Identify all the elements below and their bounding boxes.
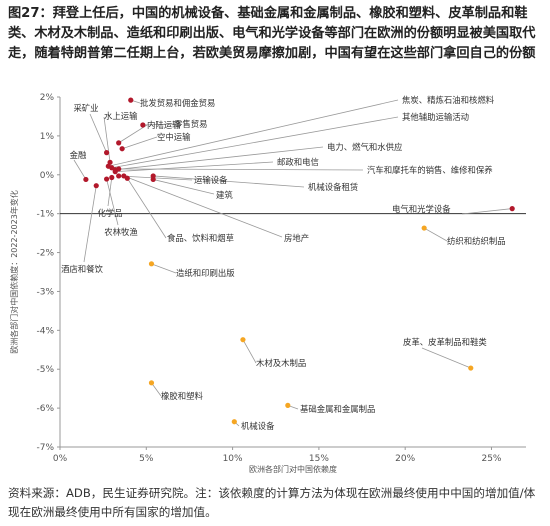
leader-line xyxy=(123,175,283,238)
leader-line xyxy=(153,179,215,195)
leader-line xyxy=(423,227,448,242)
y-tick-label: 2% xyxy=(40,93,55,103)
point-label: 运输设备 xyxy=(194,175,228,185)
leader-line xyxy=(106,178,119,226)
x-tick-label: 0% xyxy=(53,454,68,464)
chart-axes: 2%1%0%-1%-2%-3%-4%-5%-6%-7%0% 5% 10% 15% 20%… xyxy=(9,93,526,474)
leader-line xyxy=(118,168,364,171)
x-axis-title: 欧洲各部门对中国依赖度 xyxy=(249,464,337,474)
label-leader-lines xyxy=(73,99,513,427)
data-point xyxy=(107,159,113,165)
data-point xyxy=(116,140,122,146)
data-point xyxy=(285,402,291,408)
x-tick-label: 15% xyxy=(309,454,329,464)
y-tick-label: -4% xyxy=(36,326,54,336)
y-tick-label: -3% xyxy=(36,287,54,297)
point-label: 电气和光学设备 xyxy=(392,204,451,214)
point-label: 内陆运输 xyxy=(147,120,181,130)
data-point xyxy=(240,337,246,343)
data-point xyxy=(231,419,237,425)
point-label: 邮政和电信 xyxy=(277,157,319,167)
leader-line xyxy=(151,382,162,397)
point-label: 机械设备 xyxy=(241,421,275,431)
leader-line xyxy=(151,263,177,274)
point-label: 化学品 xyxy=(97,208,122,218)
x-tick-label: 10% xyxy=(223,454,243,464)
data-point xyxy=(104,176,110,182)
leader-line xyxy=(103,116,111,163)
data-point xyxy=(468,365,474,371)
leader-line xyxy=(115,161,274,173)
leader-line xyxy=(421,347,471,369)
point-label: 皮革、皮革制品和鞋类 xyxy=(403,337,487,347)
leader-line xyxy=(461,208,513,215)
leader-line xyxy=(118,124,148,144)
point-label: 零售贸易 xyxy=(174,119,208,129)
data-point xyxy=(150,176,156,183)
leader-line xyxy=(153,175,305,188)
data-point xyxy=(509,206,515,212)
data-point xyxy=(119,146,125,152)
chart-title: 图27：拜登上任后，中国的机械设备、基础金属和金属制品、橡胶和塑料、皮革制品和鞋… xyxy=(8,6,536,61)
leader-line xyxy=(83,185,97,263)
point-label: 水上运输 xyxy=(104,111,138,121)
x-tick-label: 25% xyxy=(481,454,501,464)
point-label: 汽车和摩托车的销售、维修和保养 xyxy=(367,165,493,175)
leader-line xyxy=(111,116,399,169)
data-point xyxy=(83,176,89,183)
point-label: 酒店和餐饮 xyxy=(61,264,103,274)
data-point xyxy=(421,225,427,231)
point-label: 基础金属和金属制品 xyxy=(300,404,375,414)
point-label: 橡胶和塑料 xyxy=(161,391,203,401)
leader-line xyxy=(115,146,324,171)
point-label: 金融 xyxy=(70,150,87,160)
x-tick-label: 20% xyxy=(395,454,415,464)
point-label: 电力、燃气和水供应 xyxy=(327,142,402,152)
y-axis-title: 欧洲各部门对中国依赖度：2022-2023年变化 xyxy=(9,190,19,354)
point-label: 纺织和纺织制品 xyxy=(447,236,506,246)
source-note: 资料来源：ADB，民生证券研究院。注：该依赖度的计算方法为体现在欧洲最终使用中中… xyxy=(8,486,536,519)
point-label: 其他辅助运输活动 xyxy=(402,112,469,122)
leader-line xyxy=(142,123,175,126)
point-label: 木材及木制品 xyxy=(256,358,306,368)
y-tick-label: -1% xyxy=(36,210,54,220)
y-tick-label: 1% xyxy=(40,132,55,142)
leader-line xyxy=(108,99,399,167)
data-point xyxy=(148,261,155,267)
point-label: 建筑 xyxy=(216,190,233,200)
y-tick-label: -2% xyxy=(36,249,54,259)
data-point xyxy=(116,173,122,179)
leader-line xyxy=(73,159,87,180)
point-label: 食品、饮料和烟草 xyxy=(167,233,234,243)
point-label: 焦炭、精炼石油和核燃料 xyxy=(402,95,495,105)
point-label: 房地产 xyxy=(284,233,309,243)
leader-line xyxy=(242,339,257,364)
x-tick-label: 5% xyxy=(139,454,154,464)
y-tick-label: 0% xyxy=(40,171,55,181)
point-label: 农林牧渔 xyxy=(104,227,138,237)
data-point xyxy=(109,174,115,181)
data-point xyxy=(128,97,134,103)
data-point xyxy=(148,380,155,386)
point-label: 机械设备租赁 xyxy=(308,182,358,192)
data-point xyxy=(116,166,122,172)
data-point xyxy=(93,183,99,189)
leader-line xyxy=(126,178,167,239)
point-label: 造纸和印刷出版 xyxy=(176,268,235,278)
leader-line xyxy=(122,136,158,150)
y-tick-label: -7% xyxy=(36,443,54,453)
point-label: 采矿业 xyxy=(73,103,98,113)
y-tick-label: -5% xyxy=(36,365,54,375)
data-point xyxy=(121,173,127,179)
y-tick-label: -6% xyxy=(36,404,54,414)
point-label: 批发贸易和佣金贸易 xyxy=(140,98,215,108)
data-points xyxy=(83,97,515,425)
point-label: 空中运输 xyxy=(157,132,191,142)
data-point xyxy=(104,150,110,156)
leader-line xyxy=(89,113,107,153)
data-point xyxy=(140,122,146,128)
